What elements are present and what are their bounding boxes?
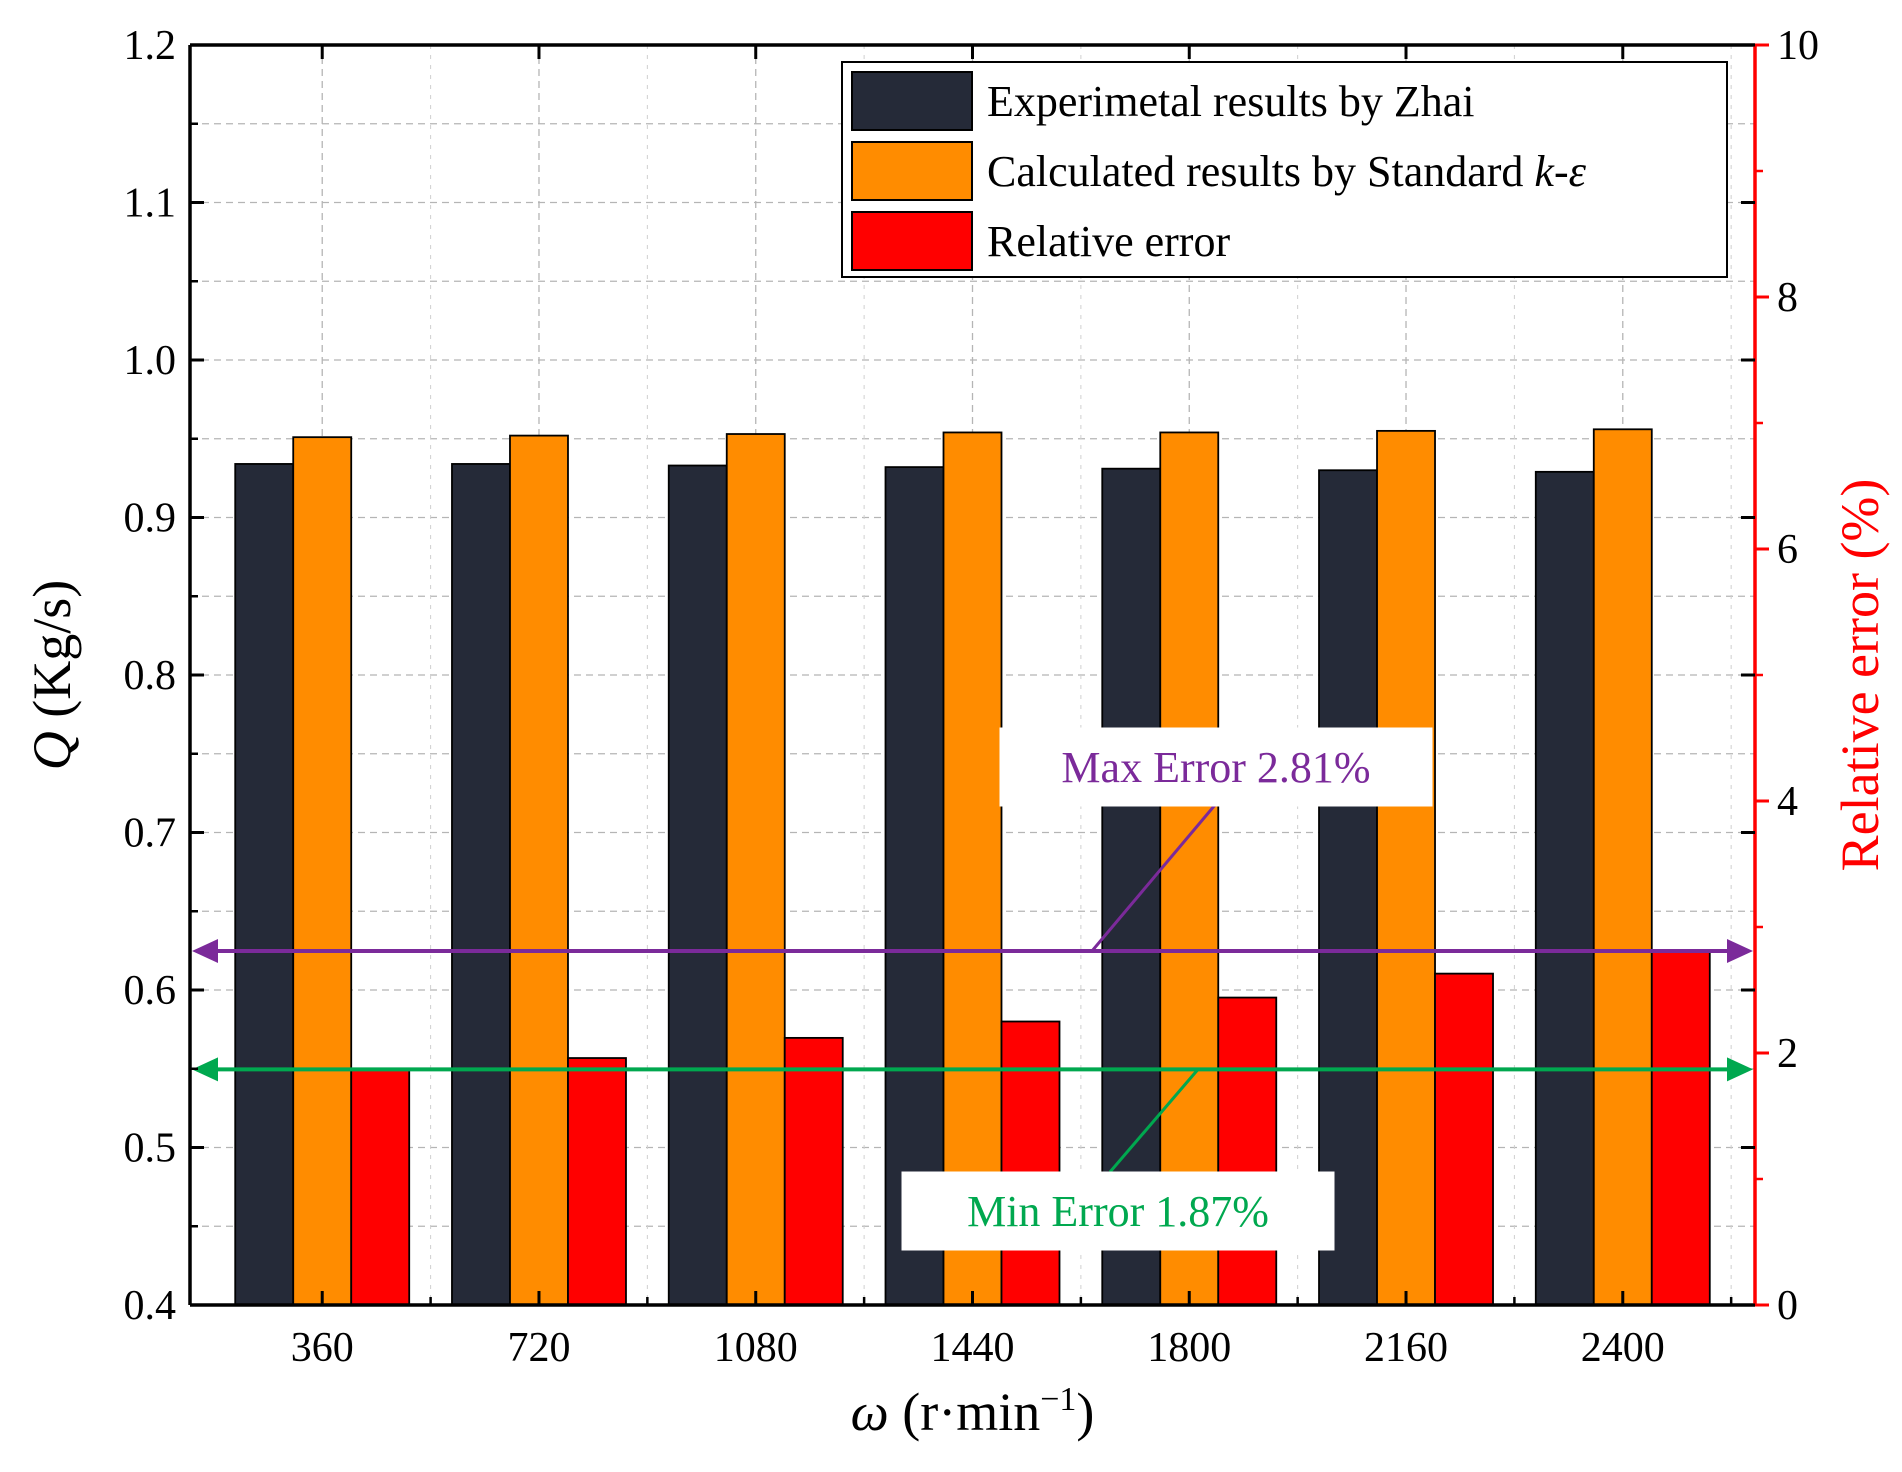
max-error-arrow-right-icon (1727, 938, 1753, 963)
y-right-tick-label: 0 (1777, 1283, 1798, 1329)
bar-experimental-1440 (884, 466, 945, 1306)
legend-label-2: Relative error (987, 217, 1230, 266)
bar-calculated-1440 (942, 431, 1003, 1306)
legend-label-0: Experimetal results by Zhai (987, 77, 1475, 126)
legend-box (841, 61, 1728, 278)
y-left-tick-label: 1.2 (124, 23, 177, 69)
y-right-tick-label: 4 (1777, 779, 1798, 825)
bar-calculated-360 (292, 436, 353, 1306)
bars (234, 428, 1711, 1306)
y-right-tick-label: 8 (1777, 275, 1798, 321)
bar-calculated-1080 (725, 433, 786, 1306)
x-tick-label: 1440 (931, 1325, 1015, 1371)
y-axis-right-title: Relative error (%) (1830, 479, 1890, 872)
y-left-tick-label: 0.7 (124, 811, 177, 857)
y-left-tick-label: 0.6 (124, 968, 177, 1014)
legend-swatch-0 (851, 71, 973, 131)
y-left-tick-label: 1.1 (124, 181, 177, 227)
min-error-arrow-right-icon (1727, 1057, 1753, 1082)
min-error-box (901, 1171, 1335, 1251)
bar-calculated-2160 (1376, 429, 1436, 1306)
y-axis-left-title: Q (Kg/s) (22, 580, 82, 770)
max-error-leader (1075, 804, 1217, 953)
bar-experimental-1080 (667, 464, 728, 1306)
min-error-label: Min Error 1.87% (967, 1187, 1269, 1236)
bar-relative-error-2160 (1434, 972, 1494, 1306)
bar-relative-error-360 (350, 1068, 411, 1306)
axes: 0.4 0.5 0.6 0.7 0.8 0.9 1.0 1.1 1.2 0 2 4 6 8 10 360 720… (22, 23, 1890, 1442)
bar-calculated-720 (509, 434, 569, 1306)
y-left-tick-label: 0.9 (124, 496, 177, 542)
x-tick-label: 2400 (1581, 1325, 1665, 1371)
bar-relative-error-2400 (1650, 950, 1711, 1306)
bar-experimental-360 (234, 463, 295, 1306)
bar-calculated-2400 (1592, 428, 1653, 1306)
min-error-arrow-left-icon (192, 1057, 218, 1082)
legend-swatch-2 (851, 211, 973, 271)
bar-experimental-2400 (1534, 470, 1595, 1306)
legend: Experimetal results by Zhai Calculated re… (841, 61, 1728, 278)
legend-swatch-1 (851, 141, 973, 201)
y-right-tick-label: 2 (1777, 1031, 1798, 1077)
max-error-label: Max Error 2.81% (1061, 743, 1370, 792)
bar-relative-error-1800 (1217, 996, 1278, 1306)
y-right-tick-label: 6 (1777, 527, 1798, 573)
max-error-arrow-left-icon (192, 938, 218, 963)
min-error-leader (1108, 1068, 1200, 1173)
error-reference-lines (192, 804, 1753, 1173)
y-right-tick-label: 10 (1777, 23, 1819, 69)
x-axis-title: ω (r·min−1) (851, 1381, 1095, 1442)
y-left-tick-label: 0.5 (124, 1126, 177, 1172)
y-left-tick-label: 1.0 (124, 338, 177, 384)
x-tick-label: 1080 (714, 1325, 798, 1371)
bar-experimental-720 (451, 463, 511, 1306)
annotation-boxes: Max Error 2.81% Min Error 1.87% (901, 727, 1433, 1251)
y-left-tick-label: 0.8 (124, 653, 177, 699)
bar-relative-error-1080 (783, 1036, 844, 1306)
x-tick-label: 360 (291, 1325, 354, 1371)
bar-calculated-1800 (1159, 431, 1220, 1306)
legend-label-1: Calculated results by Standard k-ε (987, 147, 1587, 196)
x-tick-label: 1800 (1147, 1325, 1231, 1371)
x-tick-label: 720 (507, 1325, 570, 1371)
bar-relative-error-720 (567, 1057, 627, 1306)
bar-relative-error-1440 (1000, 1020, 1061, 1306)
max-error-box (999, 727, 1433, 807)
y-left-tick-label: 0.4 (124, 1283, 177, 1329)
x-tick-label: 2160 (1364, 1325, 1448, 1371)
